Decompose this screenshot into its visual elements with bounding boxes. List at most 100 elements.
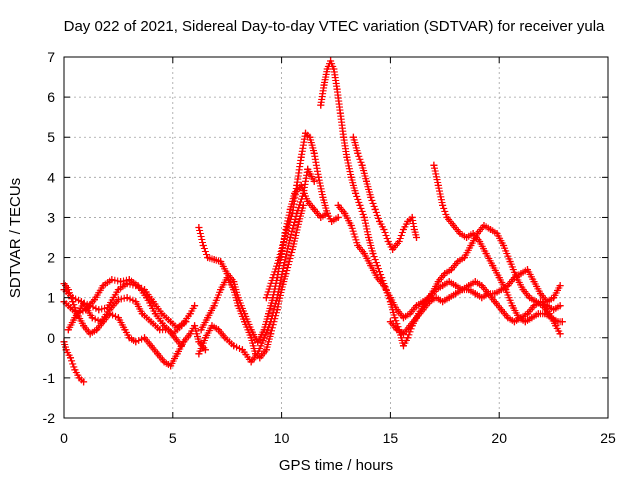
data-point xyxy=(138,310,146,318)
data-point xyxy=(523,310,531,318)
data-point xyxy=(439,298,447,306)
data-point xyxy=(500,242,508,250)
data-point xyxy=(302,129,310,137)
data-point xyxy=(247,358,255,366)
data-point xyxy=(132,282,140,290)
data-point xyxy=(304,197,312,205)
data-point xyxy=(217,258,225,266)
data-point xyxy=(441,270,449,278)
data-point xyxy=(147,342,155,350)
data-point xyxy=(543,302,551,310)
data-point xyxy=(445,294,453,302)
data-point xyxy=(456,229,464,237)
data-point xyxy=(373,274,381,282)
data-point xyxy=(360,250,368,258)
data-point xyxy=(186,310,194,318)
data-point xyxy=(504,314,512,322)
data-point xyxy=(295,217,303,225)
data-point xyxy=(80,378,88,386)
data-point xyxy=(471,278,479,286)
data-point xyxy=(367,193,375,201)
data-point xyxy=(173,350,181,358)
data-point xyxy=(389,246,397,254)
data-point xyxy=(262,346,270,354)
x-tick-label: 0 xyxy=(60,430,68,446)
data-point xyxy=(434,278,442,286)
data-point xyxy=(480,221,488,229)
data-point xyxy=(260,334,268,342)
data-point xyxy=(547,314,555,322)
data-point xyxy=(493,229,501,237)
data-point xyxy=(90,296,98,304)
data-point xyxy=(262,294,270,302)
data-point xyxy=(476,238,484,246)
data-point xyxy=(247,334,255,342)
data-point xyxy=(125,334,133,342)
data-point xyxy=(467,242,475,250)
x-tick-label: 10 xyxy=(274,430,290,446)
data-point xyxy=(210,302,218,310)
data-point xyxy=(195,338,203,346)
data-point xyxy=(275,254,283,262)
data-point xyxy=(117,278,125,286)
series-trace-4 xyxy=(64,294,186,350)
data-point xyxy=(123,294,131,302)
data-point xyxy=(265,310,273,318)
x-tick-label: 20 xyxy=(491,430,507,446)
data-point xyxy=(334,201,342,209)
data-point xyxy=(320,81,328,89)
data-point xyxy=(502,286,510,294)
data-point xyxy=(199,242,207,250)
data-point xyxy=(67,354,75,362)
data-point xyxy=(443,213,451,221)
data-series xyxy=(60,57,566,386)
data-point xyxy=(510,274,518,282)
data-point xyxy=(341,209,349,217)
data-point xyxy=(141,334,149,342)
data-point xyxy=(197,326,205,334)
data-point xyxy=(64,326,72,334)
data-point xyxy=(217,286,225,294)
data-point xyxy=(149,298,157,306)
data-point xyxy=(297,153,305,161)
data-point xyxy=(430,161,438,169)
data-point xyxy=(450,221,458,229)
data-point xyxy=(523,266,531,274)
y-tick-label: 0 xyxy=(47,330,55,346)
data-point xyxy=(408,213,416,221)
data-point xyxy=(426,298,434,306)
data-point xyxy=(347,221,355,229)
data-point xyxy=(521,318,529,326)
data-point xyxy=(330,65,338,73)
data-point xyxy=(497,306,505,314)
data-point xyxy=(99,282,107,290)
data-point xyxy=(340,133,348,141)
data-point xyxy=(349,133,357,141)
data-point xyxy=(173,324,181,332)
data-point xyxy=(393,326,401,334)
data-point xyxy=(360,213,368,221)
data-point xyxy=(434,181,442,189)
data-point xyxy=(558,318,566,326)
data-point xyxy=(288,246,296,254)
data-point xyxy=(504,282,512,290)
data-point xyxy=(495,274,503,282)
data-point xyxy=(269,274,277,282)
data-point xyxy=(399,330,407,338)
data-point xyxy=(478,282,486,290)
data-point xyxy=(445,278,453,286)
series-trace-1 xyxy=(60,280,209,370)
data-point xyxy=(439,201,447,209)
data-point xyxy=(333,85,341,93)
data-point xyxy=(114,314,122,322)
data-point xyxy=(167,362,175,370)
data-point xyxy=(452,282,460,290)
data-point xyxy=(506,258,514,266)
data-point xyxy=(491,290,499,298)
data-point xyxy=(469,229,477,237)
data-point xyxy=(365,234,373,241)
data-point xyxy=(432,286,440,294)
data-point xyxy=(343,153,351,161)
data-point xyxy=(171,334,179,342)
data-point xyxy=(410,225,418,233)
